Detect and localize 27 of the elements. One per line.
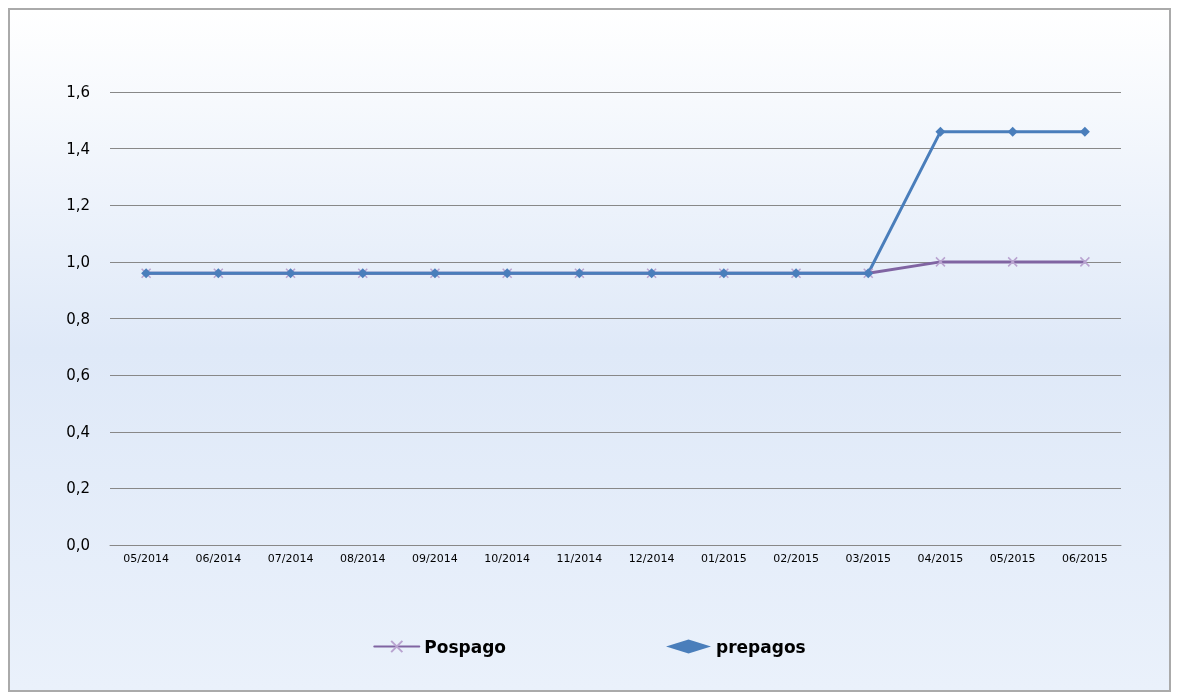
legend-label: prepagos	[716, 636, 806, 657]
y-tick-label: 0,4	[66, 422, 90, 441]
x-tick-label: 06/2014	[195, 552, 242, 565]
y-tick-label: 0,6	[66, 366, 90, 385]
x-tick-label: 04/2015	[917, 552, 964, 565]
x-tick-label: 06/2015	[1062, 552, 1108, 565]
x-tick-label: 01/2015	[700, 552, 747, 565]
x-tick-label: 08/2014	[339, 552, 386, 565]
x-tick-label: 11/2014	[556, 552, 603, 565]
point	[1007, 126, 1018, 137]
y-tick-label: 1,2	[66, 196, 90, 215]
x-tick-label: 12/2014	[628, 552, 675, 565]
y-tick-label: 0,8	[66, 309, 90, 328]
x-tick-label: 02/2015	[773, 552, 819, 565]
y-tick-label: 0,0	[66, 536, 90, 554]
x-tick-label: 05/2014	[123, 552, 169, 565]
y-tick-label: 1,6	[66, 83, 90, 101]
y-tick-label: 1,0	[66, 252, 90, 271]
x-tick-label: 03/2015	[845, 552, 892, 565]
legend-label: Pospago	[424, 636, 507, 657]
y-tick-label: 1,4	[66, 139, 90, 158]
x-tick-label: 10/2014	[484, 552, 531, 565]
x-tick-label: 09/2014	[412, 552, 458, 565]
x-tick-label: 07/2014	[267, 552, 314, 565]
point	[935, 126, 946, 137]
y-tick-label: 0,2	[66, 479, 90, 498]
x-tick-label: 05/2015	[989, 552, 1036, 565]
